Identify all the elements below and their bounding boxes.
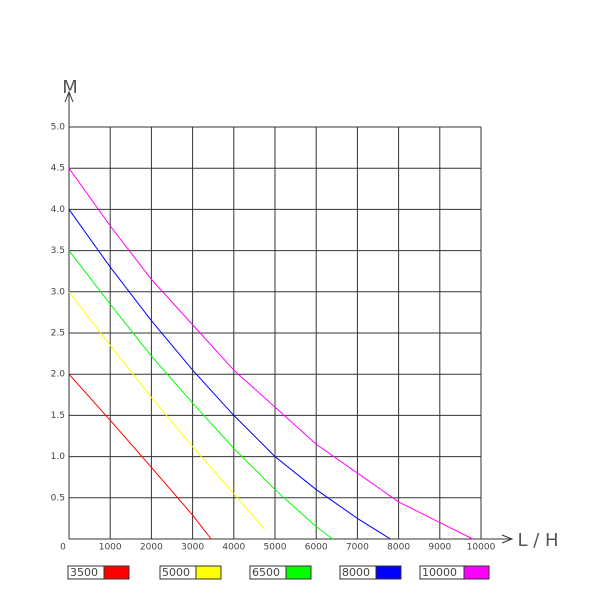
legend-label: 3500 xyxy=(70,566,98,579)
y-tick-label: 1.0 xyxy=(51,452,66,462)
y-tick-label: 2.5 xyxy=(51,329,65,339)
x-arrow xyxy=(501,534,514,544)
legend-swatch xyxy=(463,565,490,580)
legend-label: 8000 xyxy=(342,566,370,579)
y-tick-label: 2.0 xyxy=(51,370,66,380)
curve xyxy=(68,167,473,540)
curve xyxy=(68,291,266,530)
curve xyxy=(68,250,333,540)
legend-label: 6500 xyxy=(252,566,280,579)
x-tick-label: 4000 xyxy=(222,543,245,553)
y-tick-label: 5.0 xyxy=(51,123,66,133)
x-tick-label: 9000 xyxy=(428,543,451,553)
x-tick-label: 10000 xyxy=(467,543,496,553)
y-tick-label: 3.0 xyxy=(51,287,66,297)
y-arrow xyxy=(64,90,74,103)
x-tick-label: 1000 xyxy=(99,543,122,553)
x-tick-label: 6000 xyxy=(305,543,328,553)
legend-swatch xyxy=(103,565,130,580)
legend-swatch xyxy=(285,565,312,580)
curve xyxy=(68,373,212,540)
y-tick-label: 4.0 xyxy=(51,205,66,215)
legend-swatch xyxy=(195,565,222,580)
y-tick-label: 3.5 xyxy=(51,246,65,256)
x-tick-label: 7000 xyxy=(346,543,369,553)
x-tick-label: 0 xyxy=(60,543,66,553)
y-tick-label: 1.5 xyxy=(51,411,65,421)
x-axis-label: L / H xyxy=(517,530,558,551)
x-tick-label: 8000 xyxy=(387,543,410,553)
y-axis-label: M xyxy=(62,77,78,98)
y-tick-label: 0.5 xyxy=(51,493,65,503)
legend-label: 5000 xyxy=(162,566,190,579)
x-tick-label: 3000 xyxy=(181,543,204,553)
legend-label: 10000 xyxy=(422,566,457,579)
x-tick-label: 5000 xyxy=(264,543,287,553)
curve xyxy=(68,209,391,540)
legend-swatch xyxy=(375,565,402,580)
y-tick-label: 4.5 xyxy=(51,164,65,174)
x-tick-label: 2000 xyxy=(140,543,163,553)
